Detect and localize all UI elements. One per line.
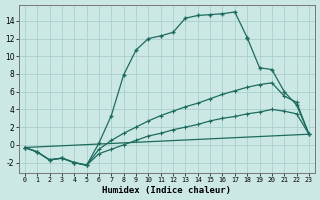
X-axis label: Humidex (Indice chaleur): Humidex (Indice chaleur): [102, 186, 231, 195]
